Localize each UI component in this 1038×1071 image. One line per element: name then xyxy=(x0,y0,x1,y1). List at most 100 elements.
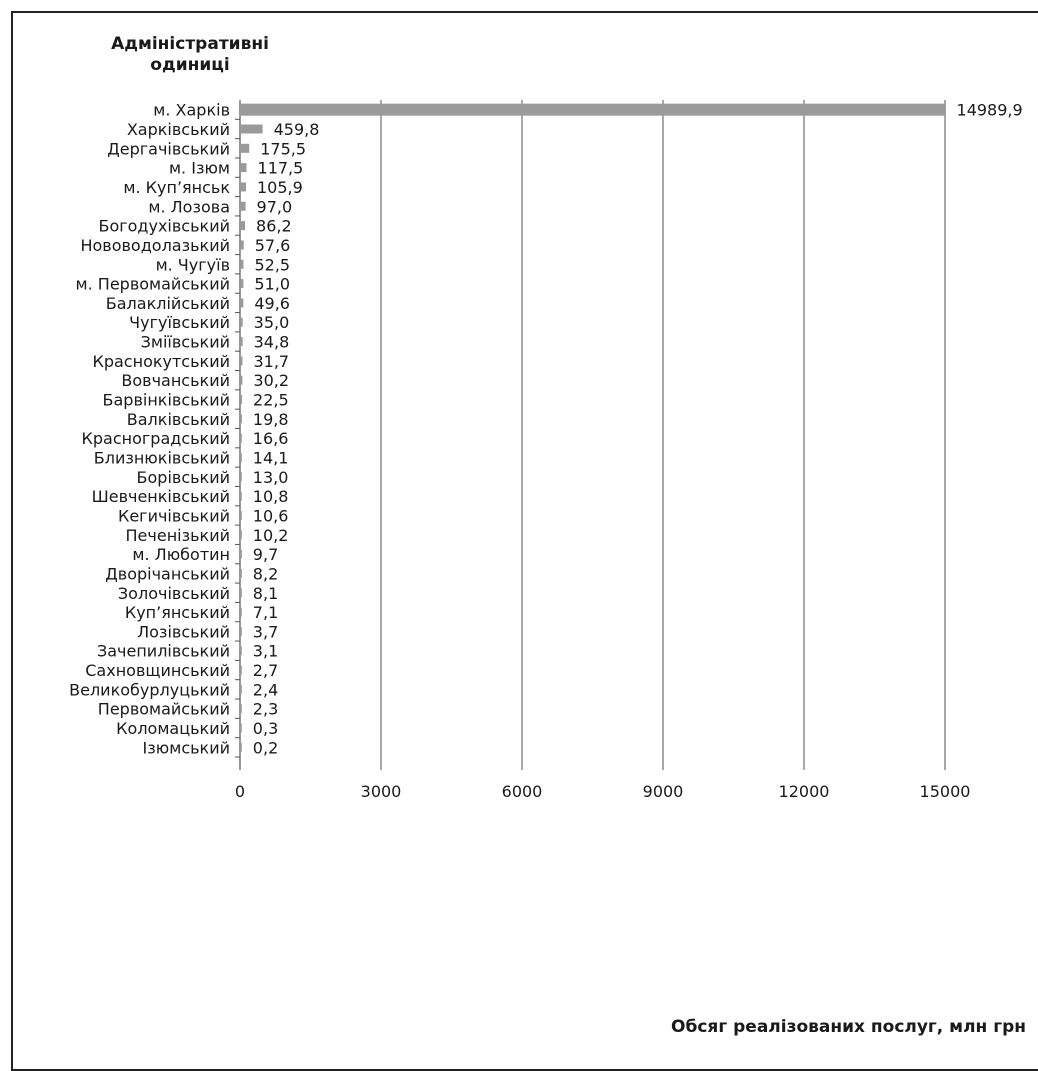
bar xyxy=(241,626,242,636)
x-tick-label: 6000 xyxy=(502,782,543,801)
bar xyxy=(241,414,242,424)
data-label: 8,2 xyxy=(253,564,278,583)
bar xyxy=(241,607,242,617)
bar xyxy=(241,375,243,385)
bar xyxy=(241,356,243,366)
category-label: Краснокутський xyxy=(92,352,230,371)
category-label: Близнюківський xyxy=(94,448,230,467)
category-label: м. Лозова xyxy=(148,197,230,216)
bar xyxy=(241,259,244,269)
category-label: Лозівський xyxy=(137,622,230,641)
data-label: 51,0 xyxy=(254,275,290,294)
data-label: 105,9 xyxy=(257,178,303,197)
bar xyxy=(241,279,244,289)
x-tick-label: 15000 xyxy=(920,782,971,801)
x-tick-label: 12000 xyxy=(779,782,830,801)
x-tick-label: 0 xyxy=(235,782,245,801)
category-label: Кегичівський xyxy=(118,506,230,525)
bar xyxy=(241,182,246,192)
bar xyxy=(241,472,242,482)
category-label: м. Куп’янськ xyxy=(123,178,230,197)
category-label: Нововодолазький xyxy=(80,236,230,255)
data-label: 7,1 xyxy=(253,603,278,622)
category-label: Шевченківський xyxy=(92,487,230,506)
data-label: 14,1 xyxy=(253,448,289,467)
bar xyxy=(241,568,242,578)
x-tick-label: 9000 xyxy=(643,782,684,801)
bar xyxy=(241,240,244,250)
data-label: 57,6 xyxy=(255,236,291,255)
data-label: 49,6 xyxy=(254,294,290,313)
category-label: Богодухівський xyxy=(98,217,230,236)
data-label: 35,0 xyxy=(254,313,290,332)
bar xyxy=(241,491,242,501)
bar xyxy=(241,723,242,733)
bar xyxy=(241,510,242,520)
bar xyxy=(241,742,242,752)
data-label: 22,5 xyxy=(253,391,289,410)
data-label: 2,7 xyxy=(253,661,278,680)
bar xyxy=(241,588,242,598)
data-label: 10,2 xyxy=(253,526,289,545)
category-label: Первомайський xyxy=(98,700,230,719)
data-label: 8,1 xyxy=(253,584,278,603)
category-label: Золочівський xyxy=(118,584,230,603)
category-label: м. Люботин xyxy=(132,545,230,564)
data-label: 52,5 xyxy=(254,255,290,274)
data-label: 459,8 xyxy=(274,120,320,139)
bar xyxy=(241,143,250,153)
y-axis-title: Адміністративні одиниці xyxy=(111,34,269,75)
bar xyxy=(241,452,242,462)
x-axis-title: Обсяг реалізованих послуг, млн грн xyxy=(671,1017,1026,1037)
category-label: Дергачівський xyxy=(107,139,230,158)
data-label: 175,5 xyxy=(260,139,306,158)
data-label: 2,3 xyxy=(253,700,278,719)
data-label: 0,2 xyxy=(253,738,278,757)
category-label: Борівський xyxy=(137,468,230,487)
bar xyxy=(241,317,243,327)
category-label: Зміївський xyxy=(141,333,230,352)
category-label: Печенізький xyxy=(126,526,230,545)
data-label: 3,7 xyxy=(253,622,278,641)
data-label: 117,5 xyxy=(258,159,304,178)
category-label: Великобурлуцький xyxy=(69,680,230,699)
category-label: Чугуївський xyxy=(129,313,230,332)
category-label: Красноградський xyxy=(82,429,230,448)
category-label: Харківський xyxy=(127,120,230,139)
bar xyxy=(241,201,246,211)
data-label: 13,0 xyxy=(253,468,289,487)
data-label: 0,3 xyxy=(253,719,278,738)
data-label: 16,6 xyxy=(253,429,289,448)
data-label: 34,8 xyxy=(254,333,290,352)
category-label: м. Первомайський xyxy=(76,275,230,294)
data-label: 2,4 xyxy=(253,680,278,699)
bar xyxy=(241,646,242,656)
category-label: м. Харків xyxy=(153,101,230,120)
data-label: 9,7 xyxy=(253,545,278,564)
bar xyxy=(241,163,247,173)
bar xyxy=(241,103,946,116)
category-label: Ізюмський xyxy=(143,738,230,757)
bar xyxy=(241,395,243,405)
category-label: Вовчанський xyxy=(121,371,230,390)
bar xyxy=(241,221,246,231)
data-label: 10,6 xyxy=(253,506,289,525)
bar xyxy=(241,337,243,347)
x-tick-label: 3000 xyxy=(361,782,402,801)
category-label: Куп’янський xyxy=(125,603,230,622)
data-label: 97,0 xyxy=(257,197,293,216)
category-label: Балаклійський xyxy=(106,294,230,313)
data-label: 14989,9 xyxy=(957,101,1023,120)
bar xyxy=(241,704,242,714)
category-label: м. Ізюм xyxy=(169,159,230,178)
bar xyxy=(241,684,242,694)
category-label: м. Чугуїв xyxy=(156,255,230,274)
data-label: 31,7 xyxy=(253,352,289,371)
bar xyxy=(241,124,263,134)
category-label: Сахновщинський xyxy=(85,661,230,680)
data-label: 10,8 xyxy=(253,487,289,506)
category-label: Зачепилівський xyxy=(97,642,230,661)
data-label: 3,1 xyxy=(253,642,278,661)
bar xyxy=(241,298,244,308)
